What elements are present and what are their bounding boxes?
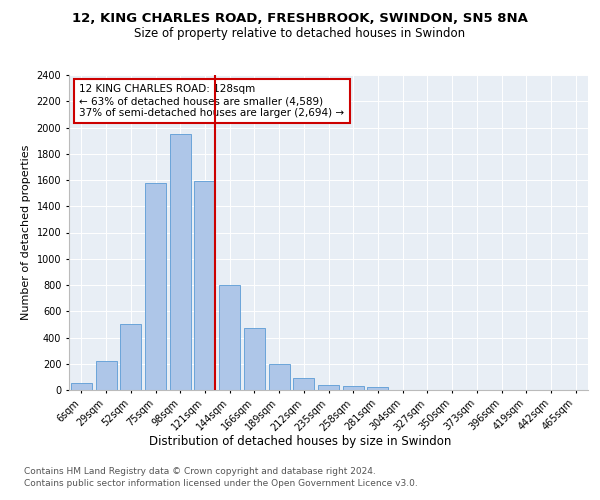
Text: Distribution of detached houses by size in Swindon: Distribution of detached houses by size … bbox=[149, 435, 451, 448]
Text: Contains HM Land Registry data © Crown copyright and database right 2024.: Contains HM Land Registry data © Crown c… bbox=[24, 468, 376, 476]
Bar bbox=[194, 182, 215, 390]
Bar bbox=[120, 324, 141, 390]
Bar bbox=[269, 364, 290, 390]
Bar bbox=[367, 388, 388, 390]
Text: Size of property relative to detached houses in Swindon: Size of property relative to detached ho… bbox=[134, 28, 466, 40]
Text: 12 KING CHARLES ROAD: 128sqm
← 63% of detached houses are smaller (4,589)
37% of: 12 KING CHARLES ROAD: 128sqm ← 63% of de… bbox=[79, 84, 344, 117]
Bar bbox=[170, 134, 191, 390]
Bar bbox=[145, 182, 166, 390]
Text: Contains public sector information licensed under the Open Government Licence v3: Contains public sector information licen… bbox=[24, 479, 418, 488]
Bar bbox=[343, 386, 364, 390]
Bar bbox=[293, 378, 314, 390]
Bar bbox=[95, 361, 116, 390]
Bar bbox=[71, 383, 92, 390]
Bar bbox=[219, 285, 240, 390]
Text: 12, KING CHARLES ROAD, FRESHBROOK, SWINDON, SN5 8NA: 12, KING CHARLES ROAD, FRESHBROOK, SWIND… bbox=[72, 12, 528, 26]
Bar bbox=[244, 328, 265, 390]
Bar bbox=[318, 385, 339, 390]
Y-axis label: Number of detached properties: Number of detached properties bbox=[21, 145, 31, 320]
